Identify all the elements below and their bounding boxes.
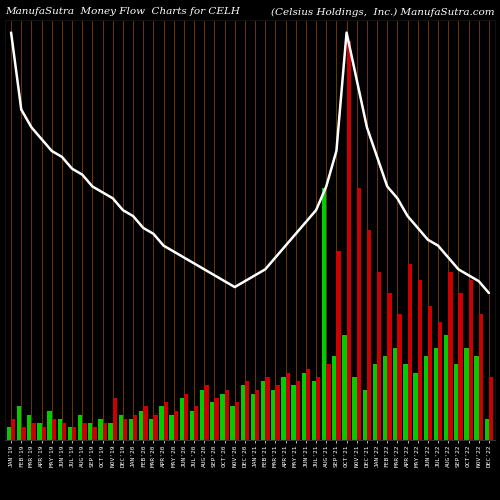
- Text: (Celsius Holdings,  Inc.) ManufaSutra.com: (Celsius Holdings, Inc.) ManufaSutra.com: [272, 8, 495, 16]
- Bar: [78, 415, 82, 440]
- Bar: [383, 356, 387, 440]
- Bar: [210, 402, 214, 440]
- Bar: [356, 188, 361, 440]
- Bar: [326, 364, 330, 440]
- Bar: [352, 377, 356, 440]
- Bar: [454, 364, 458, 440]
- Bar: [149, 419, 154, 440]
- Bar: [240, 386, 245, 440]
- Bar: [42, 428, 46, 440]
- Bar: [478, 314, 483, 440]
- Bar: [38, 423, 42, 440]
- Bar: [62, 423, 66, 440]
- Bar: [48, 410, 52, 440]
- Bar: [474, 356, 478, 440]
- Bar: [468, 280, 473, 440]
- Bar: [346, 41, 351, 440]
- Bar: [22, 428, 26, 440]
- Bar: [312, 381, 316, 440]
- Bar: [306, 368, 310, 440]
- Bar: [58, 419, 62, 440]
- Bar: [251, 394, 255, 440]
- Bar: [387, 293, 392, 440]
- Bar: [434, 348, 438, 440]
- Bar: [144, 406, 148, 440]
- Bar: [68, 428, 72, 440]
- Bar: [32, 423, 36, 440]
- Bar: [424, 356, 428, 440]
- Bar: [17, 406, 21, 440]
- Bar: [7, 428, 11, 440]
- Bar: [464, 348, 468, 440]
- Bar: [164, 402, 168, 440]
- Bar: [336, 251, 340, 440]
- Bar: [245, 381, 249, 440]
- Bar: [174, 410, 178, 440]
- Bar: [194, 406, 198, 440]
- Bar: [27, 415, 32, 440]
- Bar: [404, 364, 407, 440]
- Bar: [444, 335, 448, 440]
- Bar: [113, 398, 117, 440]
- Bar: [160, 406, 164, 440]
- Bar: [98, 419, 102, 440]
- Bar: [428, 306, 432, 440]
- Bar: [88, 423, 92, 440]
- Bar: [52, 419, 56, 440]
- Bar: [204, 386, 208, 440]
- Bar: [235, 402, 239, 440]
- Bar: [72, 428, 76, 440]
- Bar: [271, 390, 276, 440]
- Bar: [342, 335, 346, 440]
- Bar: [154, 415, 158, 440]
- Bar: [438, 322, 442, 440]
- Bar: [362, 390, 367, 440]
- Bar: [129, 419, 133, 440]
- Text: ManufaSutra  Money Flow  Charts for CELH: ManufaSutra Money Flow Charts for CELH: [5, 8, 240, 16]
- Bar: [373, 364, 377, 440]
- Bar: [118, 415, 123, 440]
- Bar: [265, 377, 270, 440]
- Bar: [367, 230, 371, 440]
- Bar: [255, 390, 260, 440]
- Bar: [286, 373, 290, 440]
- Bar: [302, 373, 306, 440]
- Bar: [282, 377, 286, 440]
- Bar: [11, 419, 16, 440]
- Bar: [133, 415, 138, 440]
- Bar: [190, 410, 194, 440]
- Bar: [214, 398, 218, 440]
- Bar: [170, 415, 174, 440]
- Bar: [200, 390, 204, 440]
- Bar: [332, 356, 336, 440]
- Bar: [316, 377, 320, 440]
- Bar: [276, 386, 280, 440]
- Bar: [296, 381, 300, 440]
- Bar: [408, 264, 412, 440]
- Bar: [292, 386, 296, 440]
- Bar: [377, 272, 382, 440]
- Bar: [484, 419, 489, 440]
- Bar: [230, 406, 235, 440]
- Bar: [322, 188, 326, 440]
- Bar: [184, 394, 188, 440]
- Bar: [414, 373, 418, 440]
- Bar: [108, 423, 113, 440]
- Bar: [393, 348, 398, 440]
- Bar: [418, 280, 422, 440]
- Bar: [102, 423, 107, 440]
- Bar: [220, 394, 224, 440]
- Bar: [448, 272, 452, 440]
- Bar: [82, 423, 86, 440]
- Bar: [123, 419, 127, 440]
- Bar: [261, 381, 265, 440]
- Bar: [224, 390, 229, 440]
- Bar: [92, 428, 96, 440]
- Bar: [458, 293, 462, 440]
- Bar: [139, 410, 143, 440]
- Bar: [398, 314, 402, 440]
- Bar: [180, 398, 184, 440]
- Bar: [489, 377, 493, 440]
